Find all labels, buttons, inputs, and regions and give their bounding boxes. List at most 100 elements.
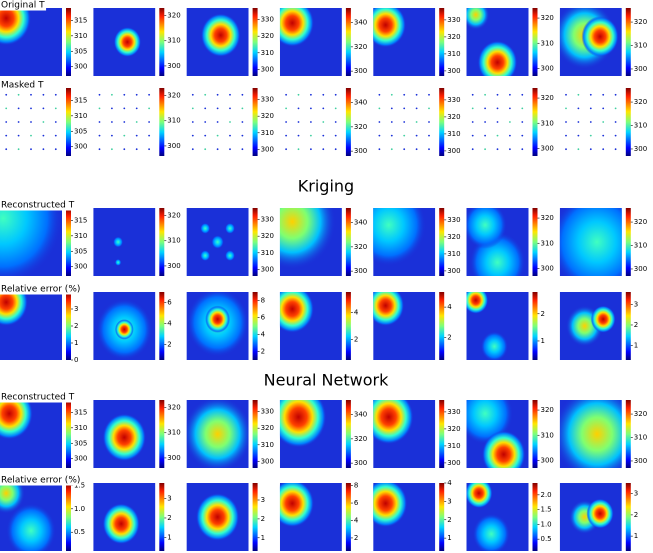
- background: [93, 208, 156, 276]
- sensor-dot: [241, 107, 244, 110]
- sensor-dot: [17, 121, 20, 123]
- panel: 300 310 320: [93, 208, 181, 276]
- sensor-dot: [403, 148, 406, 151]
- section-title: Neural Network: [264, 371, 389, 390]
- sensor-dot: [148, 93, 151, 96]
- tick-label: 310: [634, 434, 647, 442]
- sensor-dot: [471, 134, 474, 137]
- tick-label: 305: [74, 439, 87, 447]
- sensor-dot: [521, 93, 524, 96]
- sensor-dot: [216, 148, 219, 151]
- sensor-dot: [42, 148, 45, 151]
- sensor-dot: [577, 93, 580, 96]
- tick-label: 300: [261, 265, 274, 273]
- panel: 300 305 310 315: [0, 400, 87, 468]
- sensor-dot: [285, 121, 287, 123]
- sensor-dot: [204, 148, 207, 151]
- tick-label: 330: [261, 96, 274, 104]
- panel: 300 310 320: [559, 88, 647, 156]
- tick-label: 2: [447, 516, 451, 524]
- colorbar: [66, 483, 71, 551]
- tick-label: 310: [541, 431, 554, 439]
- tick-label: 300: [261, 65, 274, 73]
- hot-spot: [373, 8, 407, 48]
- colorbar: [159, 88, 165, 156]
- panel: 300 310 320: [466, 208, 554, 276]
- sensor-dot: [204, 121, 207, 123]
- tick-label: 320: [541, 406, 554, 414]
- hot-spot: [0, 8, 31, 46]
- sensor-dot: [496, 148, 499, 151]
- tick-label: 300: [447, 459, 460, 467]
- tick-label: 300: [634, 265, 647, 273]
- heatmap: [466, 292, 529, 360]
- sensor-dot: [123, 93, 126, 96]
- sensor-dot: [30, 148, 32, 151]
- sensor-dot: [322, 107, 325, 110]
- tick-label: 310: [634, 242, 647, 250]
- tick-label: 320: [354, 43, 367, 51]
- sensor-dot: [54, 148, 57, 151]
- panel: 300 305 310 315: [0, 88, 87, 156]
- sensor-dot: [54, 107, 57, 110]
- tick-label: 330: [447, 96, 460, 104]
- tick-label: 320: [541, 14, 554, 22]
- tick-label: 320: [634, 410, 647, 418]
- sensor-dot: [484, 107, 486, 110]
- heatmap: [466, 88, 529, 156]
- panel: 300 310 320 330: [186, 208, 274, 276]
- panel: 2 4 6 8: [279, 482, 359, 551]
- tick-label: 300: [541, 456, 554, 464]
- tick-label: 300: [634, 145, 647, 153]
- colorbar: [532, 483, 538, 551]
- heatmap: [279, 208, 342, 276]
- sensor-dot: [509, 93, 511, 96]
- tick-label: 320: [354, 243, 367, 251]
- tick-label: 0.5: [541, 535, 552, 543]
- sensor-dot: [30, 134, 32, 137]
- tick-label: 300: [354, 147, 367, 155]
- hot-spot: [0, 483, 25, 514]
- hot-spot: [279, 8, 314, 47]
- hot-spot: [466, 483, 493, 509]
- sensor-dot: [148, 148, 151, 151]
- sensor-dot: [148, 134, 151, 137]
- panel: 0.5 1.0 1.5 2.0: [466, 483, 552, 551]
- tick-label: 300: [447, 147, 460, 155]
- tick-label: 310: [261, 129, 274, 137]
- heatmap: [93, 8, 156, 76]
- hot-spot: [581, 16, 619, 57]
- sensor-dot: [602, 121, 605, 123]
- tick-label: 310: [447, 250, 460, 258]
- tick-label: 300: [261, 457, 274, 465]
- sensor-dot: [42, 107, 45, 110]
- colorbar: [439, 483, 445, 551]
- colorbar: [532, 208, 538, 276]
- tick-label: 1: [447, 534, 451, 542]
- hot-spot: [225, 250, 235, 262]
- hot-spot: [590, 305, 616, 333]
- sensor-dot: [297, 93, 300, 96]
- row-label-bg: [0, 475, 82, 486]
- colorbar: [625, 400, 631, 468]
- sensor-dot: [135, 93, 138, 96]
- sensor-dot: [614, 121, 617, 123]
- tick-label: 4: [447, 479, 452, 487]
- tick-label: 310: [634, 42, 647, 50]
- heatmap: [186, 292, 249, 360]
- hot-spot: [113, 236, 124, 248]
- hot-spot: [559, 208, 622, 276]
- sensor-dot: [310, 107, 312, 110]
- tick-label: 4: [447, 303, 452, 311]
- hot-spot: [6, 503, 56, 551]
- panel: 24: [279, 292, 359, 360]
- tick-label: 6: [354, 499, 359, 507]
- panel: 300 310 320: [559, 208, 647, 276]
- colorbar: [66, 292, 71, 360]
- tick-label: 310: [447, 50, 460, 58]
- row-label-bg: [0, 200, 76, 211]
- colorbar: [532, 88, 538, 156]
- tick-label: 310: [541, 119, 554, 127]
- hot-spot: [279, 483, 314, 528]
